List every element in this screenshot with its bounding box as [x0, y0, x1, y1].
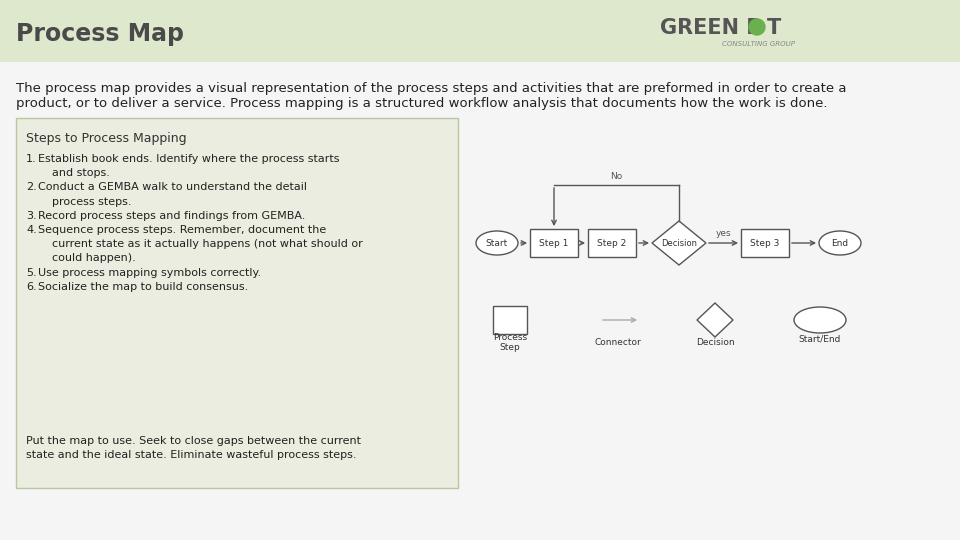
Bar — [530, 229, 578, 257]
Text: GREEN D: GREEN D — [660, 18, 763, 38]
Text: Start/End: Start/End — [799, 335, 841, 344]
Ellipse shape — [794, 307, 846, 333]
Text: T: T — [767, 18, 781, 38]
Ellipse shape — [476, 231, 518, 255]
Text: Step 3: Step 3 — [751, 239, 780, 247]
Text: Establish book ends. Identify where the process starts: Establish book ends. Identify where the … — [38, 154, 340, 164]
Text: process steps.: process steps. — [38, 197, 132, 207]
Bar — [493, 306, 527, 334]
Text: Step 2: Step 2 — [597, 239, 627, 247]
Text: Put the map to use. Seek to close gaps between the current: Put the map to use. Seek to close gaps b… — [26, 436, 361, 446]
Text: product, or to deliver a service. Process mapping is a structured workflow analy: product, or to deliver a service. Proces… — [16, 97, 828, 110]
Text: Start: Start — [486, 239, 508, 247]
Ellipse shape — [819, 231, 861, 255]
Text: Decision: Decision — [661, 239, 697, 247]
Text: Steps to Process Mapping: Steps to Process Mapping — [26, 132, 186, 145]
Bar — [741, 229, 789, 257]
Text: CONSULTING GROUP: CONSULTING GROUP — [722, 41, 795, 47]
Text: 4.: 4. — [26, 225, 36, 235]
Text: 6.: 6. — [26, 282, 36, 292]
Text: Process Map: Process Map — [16, 22, 184, 46]
Text: Connector: Connector — [594, 338, 641, 347]
Text: Step: Step — [499, 343, 520, 352]
Text: Record process steps and findings from GEMBA.: Record process steps and findings from G… — [38, 211, 305, 221]
Text: Step 1: Step 1 — [540, 239, 568, 247]
Text: 3.: 3. — [26, 211, 36, 221]
Text: Decision: Decision — [696, 338, 734, 347]
Circle shape — [749, 19, 765, 35]
Polygon shape — [697, 303, 733, 337]
Polygon shape — [652, 221, 706, 265]
Text: Sequence process steps. Remember, document the: Sequence process steps. Remember, docume… — [38, 225, 326, 235]
Text: End: End — [831, 239, 849, 247]
Text: Process: Process — [492, 333, 527, 342]
Bar — [16, 118, 458, 488]
Text: 2.: 2. — [26, 183, 36, 192]
Text: state and the ideal state. Eliminate wasteful process steps.: state and the ideal state. Eliminate was… — [26, 450, 356, 460]
Text: Socialize the map to build consensus.: Socialize the map to build consensus. — [38, 282, 249, 292]
Bar — [588, 229, 636, 257]
Text: Conduct a GEMBA walk to understand the detail: Conduct a GEMBA walk to understand the d… — [38, 183, 307, 192]
Text: could happen).: could happen). — [38, 253, 135, 264]
Text: The process map provides a visual representation of the process steps and activi: The process map provides a visual repres… — [16, 82, 847, 95]
Text: 1.: 1. — [26, 154, 36, 164]
Text: current state as it actually happens (not what should or: current state as it actually happens (no… — [38, 239, 363, 249]
Text: yes: yes — [716, 229, 732, 238]
Text: No: No — [611, 172, 623, 181]
Bar — [0, 0, 960, 62]
Text: 5.: 5. — [26, 268, 36, 278]
Text: Use process mapping symbols correctly.: Use process mapping symbols correctly. — [38, 268, 261, 278]
Text: and stops.: and stops. — [38, 168, 109, 178]
